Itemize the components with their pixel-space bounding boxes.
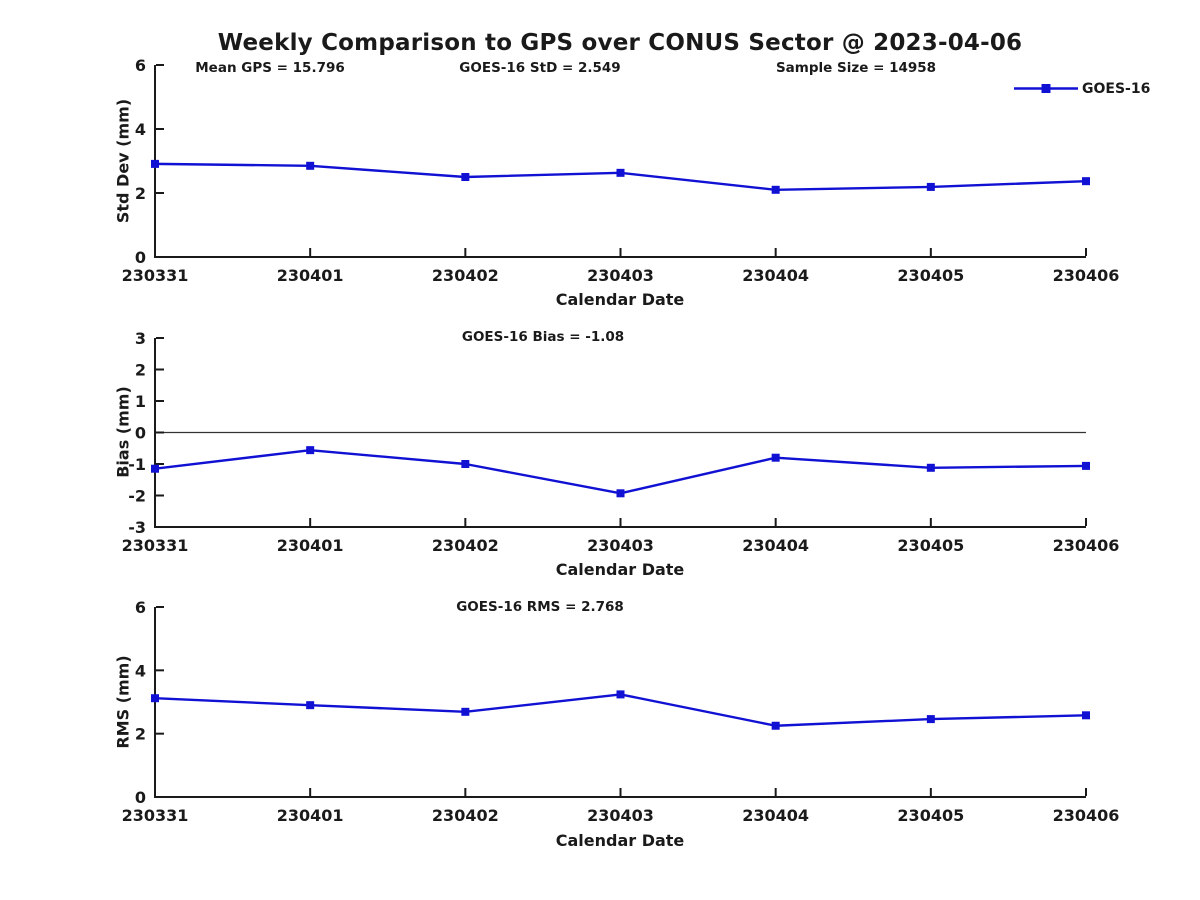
y-tick-label: 2 bbox=[135, 184, 146, 203]
y-tick-label: 6 bbox=[135, 598, 146, 617]
data-point-marker bbox=[1082, 461, 1090, 470]
x-tick-label: 230331 bbox=[122, 536, 189, 555]
data-point-marker bbox=[461, 173, 470, 181]
data-point-marker bbox=[616, 489, 625, 498]
x-tick-label: 230405 bbox=[897, 536, 964, 555]
x-tick-label: 230404 bbox=[742, 536, 809, 555]
data-point-marker bbox=[461, 707, 470, 716]
x-tick-label: 230401 bbox=[277, 806, 344, 825]
data-point-marker bbox=[771, 453, 780, 462]
data-point-marker bbox=[1082, 177, 1090, 186]
data-point-marker bbox=[306, 161, 315, 170]
x-tick-label: 230404 bbox=[742, 266, 809, 285]
x-tick-label: 230331 bbox=[122, 806, 189, 825]
x-tick-label: 230401 bbox=[277, 266, 344, 285]
data-point-marker bbox=[926, 715, 935, 724]
y-tick-label: -3 bbox=[128, 518, 146, 537]
annotation-goes16-rms: GOES-16 RMS = 2.768 bbox=[456, 599, 624, 615]
annotation-sample-size: Sample Size = 14958 bbox=[775, 60, 937, 76]
annotation-mean-gps: Mean GPS = 15.796 bbox=[195, 60, 345, 76]
y-axis-label-bias: Bias (mm) bbox=[113, 386, 133, 478]
data-line bbox=[154, 693, 1087, 727]
x-axis-label-3: Calendar Date bbox=[555, 831, 685, 850]
y-tick-label: 2 bbox=[135, 361, 146, 380]
legend bbox=[1014, 84, 1078, 93]
y-tick-label: 1 bbox=[135, 392, 146, 411]
x-tick-label: 230402 bbox=[432, 536, 499, 555]
x-tick-label: 230406 bbox=[1053, 266, 1120, 285]
annotation-goes16-bias: GOES-16 Bias = -1.08 bbox=[461, 329, 625, 345]
data-point-marker bbox=[616, 168, 625, 177]
panel-2 bbox=[151, 337, 1090, 528]
x-tick-label: 230331 bbox=[122, 266, 189, 285]
data-point-marker bbox=[1082, 711, 1090, 720]
x-tick-label: 230404 bbox=[742, 806, 809, 825]
x-tick-label: 230406 bbox=[1053, 806, 1120, 825]
y-axis-label-rms: RMS (mm) bbox=[113, 655, 133, 749]
x-tick-label: 230403 bbox=[587, 806, 654, 825]
x-tick-label: 230402 bbox=[432, 806, 499, 825]
annotation-goes16-std: GOES-16 StD = 2.549 bbox=[459, 60, 621, 76]
y-tick-label: 6 bbox=[135, 56, 146, 75]
y-tick-label: 2 bbox=[135, 725, 146, 744]
data-point-marker bbox=[771, 721, 780, 730]
y-tick-label: 0 bbox=[135, 424, 146, 443]
x-tick-label: 230405 bbox=[897, 806, 964, 825]
data-point-marker bbox=[151, 159, 159, 168]
data-point-marker bbox=[151, 694, 159, 703]
data-point-marker bbox=[926, 182, 935, 191]
data-point-marker bbox=[151, 464, 159, 473]
x-tick-label: 230405 bbox=[897, 266, 964, 285]
x-tick-label: 230403 bbox=[587, 536, 654, 555]
data-point-marker bbox=[306, 446, 315, 455]
x-tick-label: 230403 bbox=[587, 266, 654, 285]
x-tick-label: 230402 bbox=[432, 266, 499, 285]
x-tick-label: 230401 bbox=[277, 536, 344, 555]
panel-3 bbox=[151, 606, 1090, 798]
y-tick-label: 0 bbox=[135, 788, 146, 807]
legend-marker-icon bbox=[1041, 84, 1051, 93]
y-axis-label-stddev: Std Dev (mm) bbox=[113, 98, 133, 224]
y-tick-label: 0 bbox=[135, 248, 146, 267]
data-point-marker bbox=[926, 463, 935, 472]
y-tick-label: -1 bbox=[128, 455, 146, 474]
y-tick-label: 4 bbox=[135, 120, 146, 139]
y-tick-label: 3 bbox=[135, 329, 146, 348]
data-point-marker bbox=[771, 185, 780, 194]
data-line bbox=[154, 448, 1087, 495]
x-axis-label-2: Calendar Date bbox=[555, 560, 685, 579]
y-tick-label: -2 bbox=[128, 487, 146, 506]
figure-title: Weekly Comparison to GPS over CONUS Sect… bbox=[217, 30, 1023, 56]
data-point-marker bbox=[461, 460, 470, 468]
legend-label: GOES-16 bbox=[1082, 81, 1151, 97]
data-point-marker bbox=[306, 701, 315, 710]
x-tick-label: 230406 bbox=[1053, 536, 1120, 555]
panel-1 bbox=[151, 64, 1090, 258]
y-tick-label: 4 bbox=[135, 661, 146, 680]
data-point-marker bbox=[616, 690, 625, 699]
x-axis-label-1: Calendar Date bbox=[555, 290, 685, 309]
